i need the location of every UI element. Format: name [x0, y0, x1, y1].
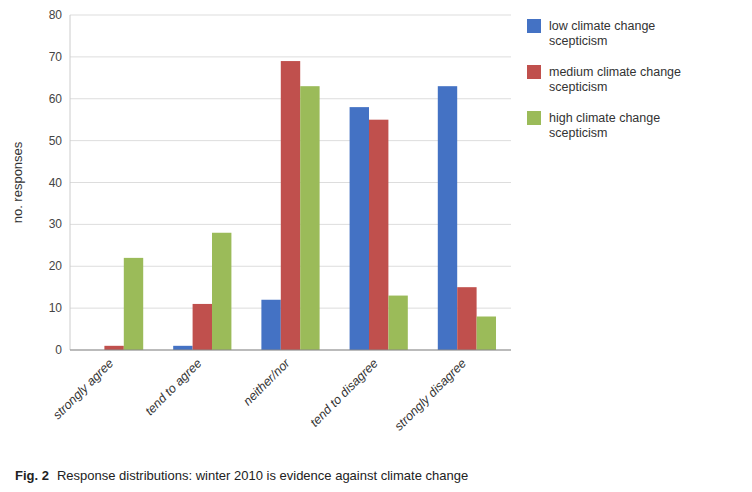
caption: Fig. 2 Response distributions: winter 201… — [15, 468, 468, 483]
x-tick-label: strongly agree — [50, 356, 116, 422]
y-tick-label: 50 — [49, 134, 63, 148]
legend: low climate changescepticismmedium clima… — [527, 19, 681, 140]
y-tick-label: 0 — [55, 343, 62, 357]
legend-swatch — [527, 19, 541, 33]
bar — [173, 346, 192, 350]
y-tick-label: 20 — [49, 259, 63, 273]
legend-label-line: medium climate change — [549, 65, 681, 79]
legend-label: low climate changescepticism — [549, 19, 655, 48]
y-axis-line — [70, 15, 71, 350]
bar — [261, 300, 280, 350]
legend-swatch — [527, 111, 541, 125]
bar — [438, 86, 457, 350]
legend-label-line: low climate change — [549, 19, 655, 33]
legend-label-line: scepticism — [549, 80, 607, 94]
caption-part: Response distributions: winter 2010 is e… — [57, 468, 468, 483]
y-tick-label: 10 — [49, 301, 63, 315]
bar — [212, 233, 231, 350]
grid-line — [70, 15, 511, 16]
bar — [457, 287, 476, 350]
legend-label: high climate changescepticism — [549, 111, 660, 140]
legend-label: medium climate changescepticism — [549, 65, 681, 94]
bars — [104, 61, 496, 350]
y-tick-label: 60 — [49, 92, 63, 106]
y-tick-label: 70 — [49, 50, 63, 64]
legend-label-line: high climate change — [549, 111, 660, 125]
bar — [388, 296, 407, 350]
grid-line — [70, 350, 511, 351]
legend-label-line: scepticism — [549, 34, 607, 48]
caption-part: Fig. 2 — [15, 468, 49, 483]
x-tick-label: tend to agree — [142, 356, 204, 418]
bar — [104, 346, 123, 350]
chart: 0 10 20 30 40 50 60 70 80 strongly agree tend to a… — [0, 0, 752, 492]
x-axis-line — [70, 350, 511, 351]
bar — [300, 86, 319, 350]
grid — [70, 15, 511, 350]
x-tick-label: tend to disagree — [308, 356, 381, 429]
bar — [477, 317, 496, 351]
y-tick-label: 80 — [49, 8, 63, 22]
bar — [369, 120, 388, 350]
legend-swatch — [527, 65, 541, 79]
bar — [193, 304, 212, 350]
x-tick-label: strongly disagree — [392, 356, 469, 433]
y-tick-label: 40 — [49, 176, 63, 190]
bar — [124, 258, 143, 350]
bar — [350, 107, 369, 350]
y-tick-label: 30 — [49, 217, 63, 231]
x-tick-label: neither/nor — [240, 356, 293, 409]
bar — [281, 61, 300, 350]
legend-label-line: scepticism — [549, 126, 607, 140]
grid-line — [70, 56, 511, 57]
y-axis-label: no. responses — [10, 141, 25, 223]
